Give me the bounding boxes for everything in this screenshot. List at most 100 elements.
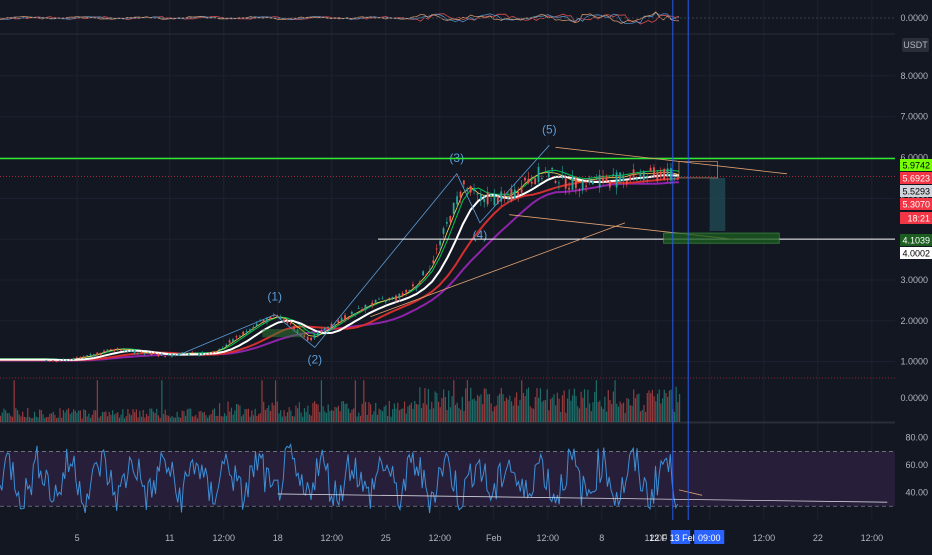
candle-body [496, 196, 499, 204]
volume-pane [0, 377, 895, 422]
volume-bar [91, 414, 93, 422]
candle-body [636, 178, 638, 181]
volume-bar [69, 414, 71, 422]
volume-bar [592, 402, 594, 422]
volume-bar [6, 413, 8, 422]
candle-body [198, 353, 200, 356]
candle-body [452, 202, 455, 215]
candle-body [558, 182, 560, 184]
volume-bar [261, 380, 263, 422]
volume-bar [188, 408, 190, 422]
candle-body [286, 321, 289, 324]
candle-body [422, 271, 425, 276]
volume-bar [249, 416, 251, 422]
candle-body [140, 352, 143, 354]
candle-body [225, 344, 228, 347]
candle-body [415, 286, 418, 288]
volume-bar [346, 403, 348, 422]
volume-bar [361, 403, 363, 422]
candle-body [215, 351, 217, 353]
candle-body [354, 313, 357, 316]
volume-bar [403, 401, 406, 422]
candle-body [238, 335, 241, 337]
wave-label-2: (2) [307, 352, 322, 366]
volume-bar [443, 389, 445, 422]
price-axis-tick: 2.0000 [900, 316, 928, 326]
volume-bar [185, 415, 187, 422]
volume-bar [651, 389, 654, 422]
volume-bar [590, 411, 592, 422]
volume-bar [412, 408, 414, 422]
time-axis: 51112:001812:002512:00Feb12:00812:001512… [0, 521, 932, 550]
price-label-box [900, 234, 932, 246]
volume-bar [3, 408, 5, 422]
volume-bar [23, 416, 25, 422]
volume-bar [602, 408, 604, 422]
volume-bar [274, 380, 277, 422]
volume-bar [27, 408, 29, 422]
volume-bar [390, 416, 392, 422]
rsi-axis-tick: 60.00 [905, 460, 928, 470]
volume-bar [178, 416, 180, 422]
volume-bar [207, 417, 209, 422]
volume-bar [213, 408, 216, 422]
volume-bar [303, 408, 306, 422]
volume-bar [548, 410, 550, 422]
price-label: 5.3070 [902, 200, 930, 210]
candle-body [459, 191, 462, 198]
volume-bar [52, 411, 54, 422]
volume-bar [551, 397, 553, 422]
price-label-box [900, 159, 932, 171]
candle-body [327, 326, 329, 328]
candle-body [103, 350, 105, 352]
candle-body [174, 354, 177, 356]
volume-bar [78, 410, 80, 422]
volume-bar [660, 403, 662, 422]
volume-bar [256, 415, 258, 422]
volume-bar [439, 407, 441, 422]
volume-bar [629, 405, 631, 422]
candle-body [547, 171, 550, 178]
candle-body [445, 221, 448, 224]
volume-bar [609, 399, 611, 422]
candle-body [92, 354, 95, 357]
volume-bar [665, 392, 667, 422]
volume-bar [441, 397, 443, 422]
volume-bar [473, 398, 475, 422]
volume-bar [677, 402, 679, 422]
volume-bar [373, 411, 375, 422]
volume-bar [122, 409, 124, 422]
volume-bar [130, 415, 132, 422]
volume-bar [305, 411, 307, 422]
volume-bar [342, 401, 345, 422]
candle-body [218, 348, 221, 351]
candle-body [160, 353, 163, 356]
volume-bar [315, 403, 317, 422]
candle-body [619, 172, 621, 182]
volume-bar [572, 395, 574, 422]
volume-bar [514, 397, 516, 422]
volume-bar [624, 413, 626, 422]
candle-body [330, 323, 333, 328]
candle-body [500, 191, 503, 202]
volume-bar [95, 410, 97, 422]
volume-bar [538, 397, 540, 422]
volume-bar [76, 412, 78, 422]
volume-bar [617, 406, 620, 422]
volume-bar [159, 417, 161, 422]
candle-body [167, 354, 170, 356]
candle-body [204, 353, 207, 355]
candle-body [157, 353, 160, 357]
volume-bar [645, 411, 647, 422]
volume-bar [8, 412, 10, 422]
candle-body [371, 302, 374, 306]
volume-bar [566, 398, 569, 422]
volume-bar [397, 402, 399, 422]
currency-badge [902, 38, 929, 52]
volume-bar [72, 409, 75, 422]
candle-body [676, 176, 679, 178]
volume-bar [353, 408, 355, 422]
volume-bar [139, 410, 141, 422]
time-axis-tick: 11 [165, 533, 174, 543]
volume-bar [135, 409, 137, 422]
